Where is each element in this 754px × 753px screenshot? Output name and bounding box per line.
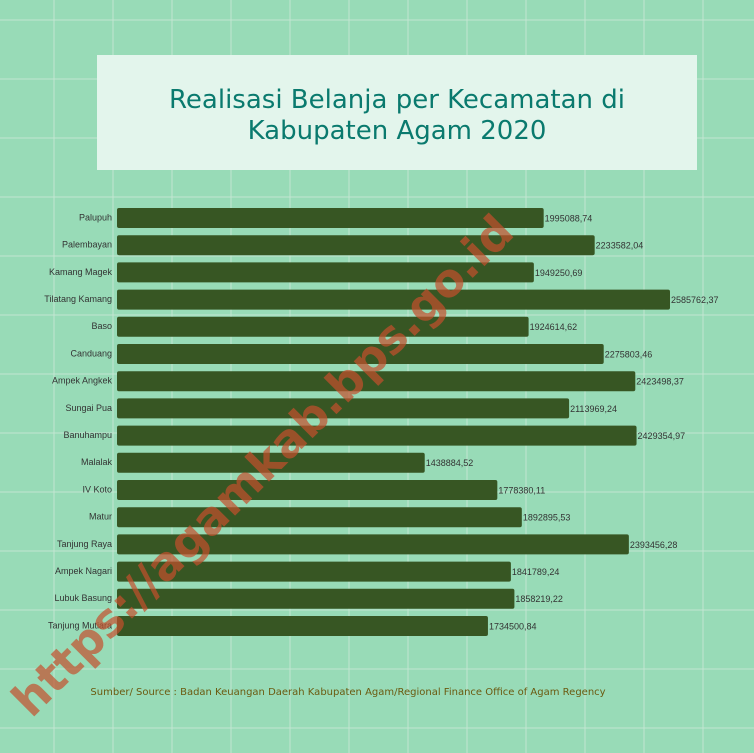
data-label: 2423498,37 xyxy=(636,377,684,387)
data-label: 1924614,62 xyxy=(530,322,578,332)
y-tick-label: Canduang xyxy=(70,348,112,358)
data-label: 1995088,74 xyxy=(545,213,593,223)
bar xyxy=(117,208,544,228)
bar xyxy=(117,534,629,555)
y-tick-label: Ampek Nagari xyxy=(55,566,112,576)
y-tick-label: Ampek Angkek xyxy=(52,376,113,386)
bar xyxy=(117,480,498,500)
data-label: 1892895,53 xyxy=(523,513,571,523)
y-tick-label: Palembayan xyxy=(62,240,112,250)
y-tick-label: IV Koto xyxy=(82,484,112,494)
title-box xyxy=(97,55,697,170)
bar xyxy=(117,452,425,473)
y-tick-label: Lubuk Basung xyxy=(54,593,112,603)
data-label: 2275803,46 xyxy=(605,349,653,359)
data-label: 1841789,24 xyxy=(512,567,560,577)
bar xyxy=(117,588,515,609)
bar xyxy=(117,289,670,310)
bar xyxy=(117,371,636,392)
y-tick-label: Tilatang Kamang xyxy=(44,294,112,304)
data-label: 1438884,52 xyxy=(426,458,474,468)
bar xyxy=(117,616,488,636)
y-tick-label: Kamang Magek xyxy=(49,267,113,277)
bar xyxy=(117,344,604,364)
y-tick-label: Banuhampu xyxy=(63,430,112,440)
bar xyxy=(117,262,534,283)
bar xyxy=(117,507,522,528)
data-label: 1778380,11 xyxy=(498,485,545,495)
bar xyxy=(117,425,637,446)
data-label: 2585762,37 xyxy=(671,295,719,305)
plot: Palupuh 1995088,74 Palembayan 2233582,04 Kam… xyxy=(44,208,719,636)
bar xyxy=(117,316,529,337)
y-tick-label: Malalak xyxy=(81,457,113,467)
bar xyxy=(117,561,511,582)
source-note: Sumber/ Source : Badan Keuangan Daerah K… xyxy=(90,687,605,698)
y-tick-label: Tanjung Mutiara xyxy=(48,620,112,630)
data-label: 2113969,24 xyxy=(570,404,617,414)
data-label: 1858219,22 xyxy=(515,594,563,604)
y-tick-label: Sungai Pua xyxy=(65,403,112,413)
chart-title: Realisasi Belanja per Kecamatan di Kabupa… xyxy=(169,85,625,146)
data-label: 1949250,69 xyxy=(535,268,583,278)
data-label: 2233582,04 xyxy=(596,241,644,251)
y-tick-label: Matur xyxy=(89,512,112,522)
y-tick-label: Baso xyxy=(91,321,112,331)
y-tick-label: Tanjung Raya xyxy=(57,539,112,549)
bar xyxy=(117,398,570,419)
y-tick-label: Palupuh xyxy=(79,212,112,222)
data-label: 1734500,84 xyxy=(489,621,537,631)
bar xyxy=(117,235,595,256)
data-label: 2393456,28 xyxy=(630,540,678,550)
data-label: 2429354,97 xyxy=(638,431,686,441)
